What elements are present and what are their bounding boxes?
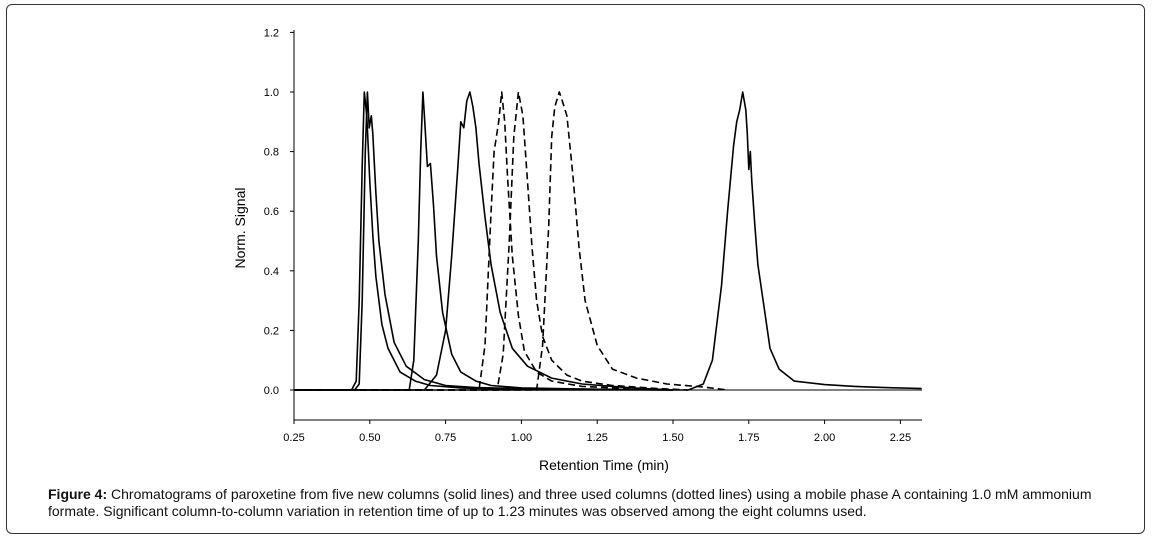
used-column-curve-5 <box>294 91 674 391</box>
caption-text: Chromatograms of paroxetine from five ne… <box>48 486 1092 519</box>
y-tick-label: 0.8 <box>264 147 279 159</box>
used-column-curve-6 <box>294 91 689 391</box>
x-axis-title: Retention Time (min) <box>539 457 669 473</box>
series-group <box>294 91 922 391</box>
new-column-curve-1 <box>294 91 674 391</box>
y-tick-label: 0.2 <box>264 325 279 337</box>
x-tick-label: 1.00 <box>511 432 532 444</box>
new-column-curve-8 <box>294 91 922 391</box>
y-ticks: 0.0 0.2 0.4 0.6 0.8 1.0 1.2 <box>264 27 294 397</box>
x-tick-label: 2.00 <box>814 432 835 444</box>
x-tick-label: 0.50 <box>359 432 380 444</box>
caption-label: Figure 4: <box>48 486 108 502</box>
x-tick-label: 0.25 <box>283 432 304 444</box>
y-tick-label: 1.0 <box>264 87 279 99</box>
y-axis-title: Norm. Signal <box>232 188 248 269</box>
new-column-curve-3 <box>294 91 674 391</box>
new-column-curve-2 <box>294 91 674 391</box>
x-tick-label: 1.25 <box>586 432 607 444</box>
y-tick-label: 0.0 <box>264 385 279 397</box>
y-tick-label: 1.2 <box>264 27 279 39</box>
x-tick-label: 2.25 <box>890 432 911 444</box>
y-tick-label: 0.6 <box>264 206 279 218</box>
x-tick-label: 0.75 <box>435 432 456 444</box>
figure-caption: Figure 4: Chromatograms of paroxetine fr… <box>48 486 1128 520</box>
new-column-curve-4 <box>294 91 674 391</box>
x-ticks: 0.25 0.50 0.75 1.00 1.25 1.50 1.75 2.00 2.25 <box>283 420 911 444</box>
x-tick-label: 1.75 <box>738 432 759 444</box>
figure-frame <box>6 4 1145 534</box>
x-tick-label: 1.50 <box>662 432 683 444</box>
used-column-curve-7 <box>294 91 728 391</box>
chromatogram-chart: 0.0 0.2 0.4 0.6 0.8 1.0 1.2 0.25 0.50 0.75 1.00 1.… <box>232 27 922 473</box>
y-tick-label: 0.4 <box>264 266 279 278</box>
